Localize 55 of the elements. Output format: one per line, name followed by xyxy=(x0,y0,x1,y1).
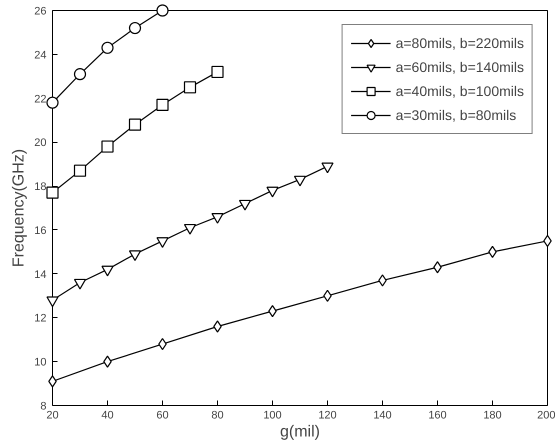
x-tick-label: 100 xyxy=(263,410,282,422)
x-tick-label: 40 xyxy=(101,410,114,422)
point xyxy=(488,246,497,258)
point xyxy=(46,296,59,308)
x-tick-label: 80 xyxy=(211,410,224,422)
point xyxy=(294,176,306,186)
point xyxy=(156,98,169,111)
point xyxy=(266,186,279,198)
y-tick-label: 22 xyxy=(34,93,47,106)
legend-label: a=60mils, b=140mils xyxy=(396,59,524,75)
y-tick-label: 16 xyxy=(34,224,47,237)
point xyxy=(128,250,142,262)
point xyxy=(321,162,334,174)
x-tick-label: 60 xyxy=(156,410,169,422)
point xyxy=(46,186,59,199)
legend-label: a=30mils, b=80mils xyxy=(396,107,516,123)
x-tick-label: 180 xyxy=(483,410,502,422)
point xyxy=(433,261,442,274)
y-tick-label: 14 xyxy=(34,268,47,281)
y-tick-label: 24 xyxy=(34,49,47,62)
point xyxy=(156,237,169,248)
point xyxy=(101,266,114,276)
y-tick-label: 12 xyxy=(34,312,47,325)
point xyxy=(128,118,142,131)
point xyxy=(128,22,142,34)
x-tick-label: 20 xyxy=(46,410,59,422)
point xyxy=(268,305,277,318)
point xyxy=(46,96,59,109)
point xyxy=(103,356,112,368)
point xyxy=(184,224,196,235)
point xyxy=(74,164,86,177)
x-tick-label: 200 xyxy=(537,410,555,422)
y-tick-label: 18 xyxy=(34,181,47,194)
point xyxy=(48,375,57,388)
point xyxy=(211,66,224,78)
point xyxy=(101,140,114,153)
x-tick-label: 160 xyxy=(428,410,447,422)
point xyxy=(101,42,114,54)
y-tick-label: 10 xyxy=(34,356,47,369)
point xyxy=(238,200,252,211)
point xyxy=(211,213,224,224)
x-tick-label: 140 xyxy=(373,410,392,422)
point xyxy=(74,278,86,290)
x-tick-label: 120 xyxy=(318,410,337,422)
legend-label: a=40mils, b=100mils xyxy=(396,83,524,99)
y-tick-label: 26 xyxy=(34,6,47,18)
point xyxy=(184,81,196,94)
point xyxy=(156,4,169,17)
y-tick-label: 8 xyxy=(40,400,47,412)
x-axis-title: g(mil) xyxy=(280,424,320,440)
y-tick-label: 20 xyxy=(34,137,47,150)
y-axis-title: Frequency(GHz) xyxy=(10,148,28,268)
legend-label: a=80mils, b=220mils xyxy=(396,35,524,51)
point xyxy=(74,68,86,80)
point xyxy=(323,290,332,302)
